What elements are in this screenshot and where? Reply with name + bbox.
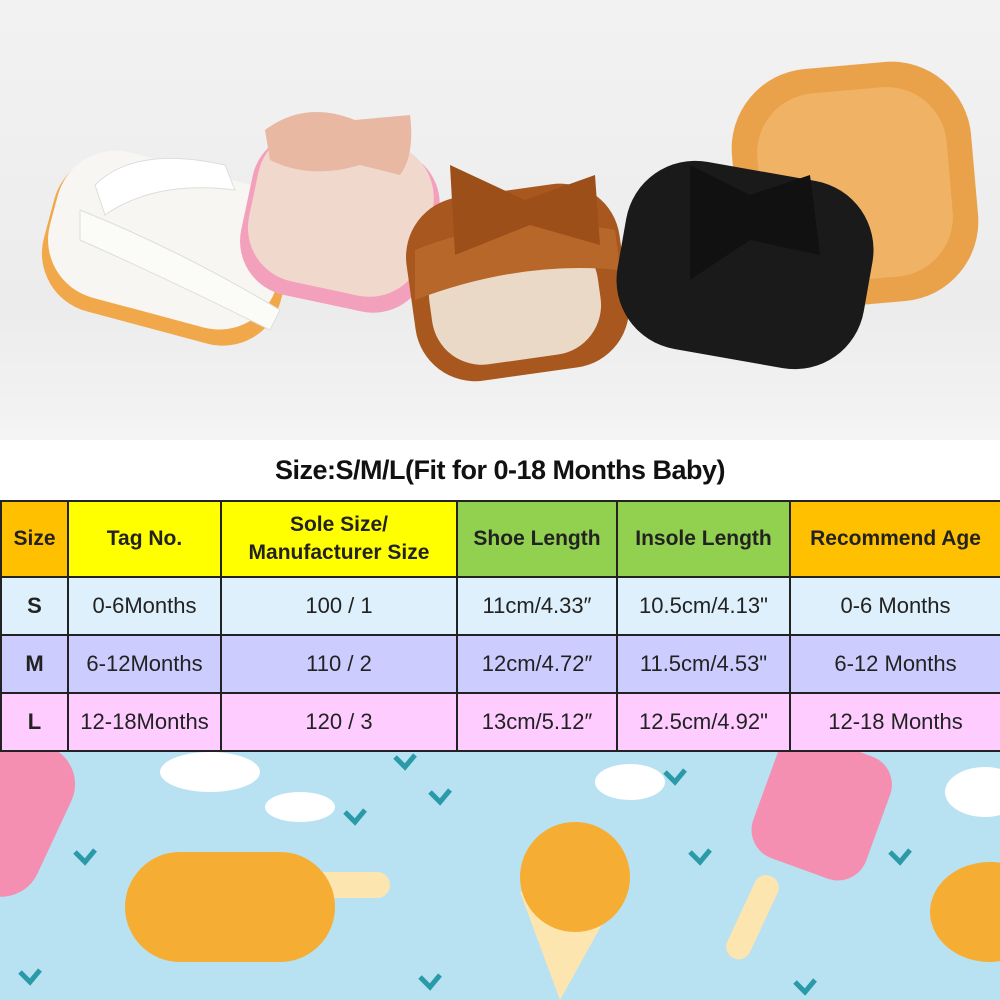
cell-size: M [0, 634, 69, 694]
orange-popsicle-right [930, 862, 1000, 962]
black-sandal [616, 160, 874, 370]
cell-tag-no: 12-18Months [67, 692, 222, 752]
header-shoe-length: Shoe Length [456, 500, 618, 578]
cell-insole-length: 10.5cm/4.13" [616, 576, 791, 636]
cell-recommend-age: 6-12 Months [789, 634, 1000, 694]
cell-insole-length: 12.5cm/4.92" [616, 692, 791, 752]
cell-sole-size: 110 / 2 [220, 634, 458, 694]
cell-recommend-age: 0-6 Months [789, 576, 1000, 636]
ice-cream-background [0, 752, 1000, 1000]
white-sandal [41, 150, 294, 346]
table-row: L 12-18Months 120 / 3 13cm/5.12″ 12.5cm/… [0, 692, 1000, 752]
cell-sole-size: 100 / 1 [220, 576, 458, 636]
pink-sandal [240, 112, 440, 313]
cell-shoe-length: 11cm/4.33″ [456, 576, 618, 636]
brown-sandal [406, 165, 630, 382]
cloud-shape [160, 752, 260, 792]
cloud-shape [945, 767, 1000, 817]
cell-tag-no: 0-6Months [67, 576, 222, 636]
table-row: M 6-12Months 110 / 2 12cm/4.72″ 11.5cm/4… [0, 634, 1000, 694]
cell-tag-no: 6-12Months [67, 634, 222, 694]
sandals-illustration [41, 61, 979, 382]
cloud-shape [595, 764, 665, 800]
table-row: S 0-6Months 100 / 1 11cm/4.33″ 10.5cm/4.… [0, 576, 1000, 636]
cell-shoe-length: 13cm/5.12″ [456, 692, 618, 752]
header-tag-no: Tag No. [67, 500, 222, 578]
orange-popsicle [125, 852, 335, 962]
cell-recommend-age: 12-18 Months [789, 692, 1000, 752]
stick-right [726, 875, 779, 960]
cell-size: S [0, 576, 69, 636]
ice-cream-scoop [520, 822, 630, 932]
bird-marks [18, 753, 912, 996]
cloud-shape [265, 792, 335, 822]
pink-popsicle-left [0, 752, 76, 897]
header-recommend-age: Recommend Age [789, 500, 1000, 578]
cell-shoe-length: 12cm/4.72″ [456, 634, 618, 694]
cell-sole-size: 120 / 3 [220, 692, 458, 752]
cell-insole-length: 11.5cm/4.53" [616, 634, 791, 694]
size-chart-table: Size Tag No. Sole Size/ Manufacturer Siz… [0, 500, 1000, 752]
header-insole-length: Insole Length [616, 500, 791, 578]
pink-popsicle-right [751, 752, 892, 881]
size-chart-title: Size:S/M/L(Fit for 0-18 Months Baby) [274, 455, 726, 485]
header-sole-size: Sole Size/ Manufacturer Size [220, 500, 458, 578]
table-header-row: Size Tag No. Sole Size/ Manufacturer Siz… [0, 500, 1000, 578]
cell-size: L [0, 692, 69, 752]
product-photo [0, 0, 1000, 440]
header-size: Size [0, 500, 69, 578]
